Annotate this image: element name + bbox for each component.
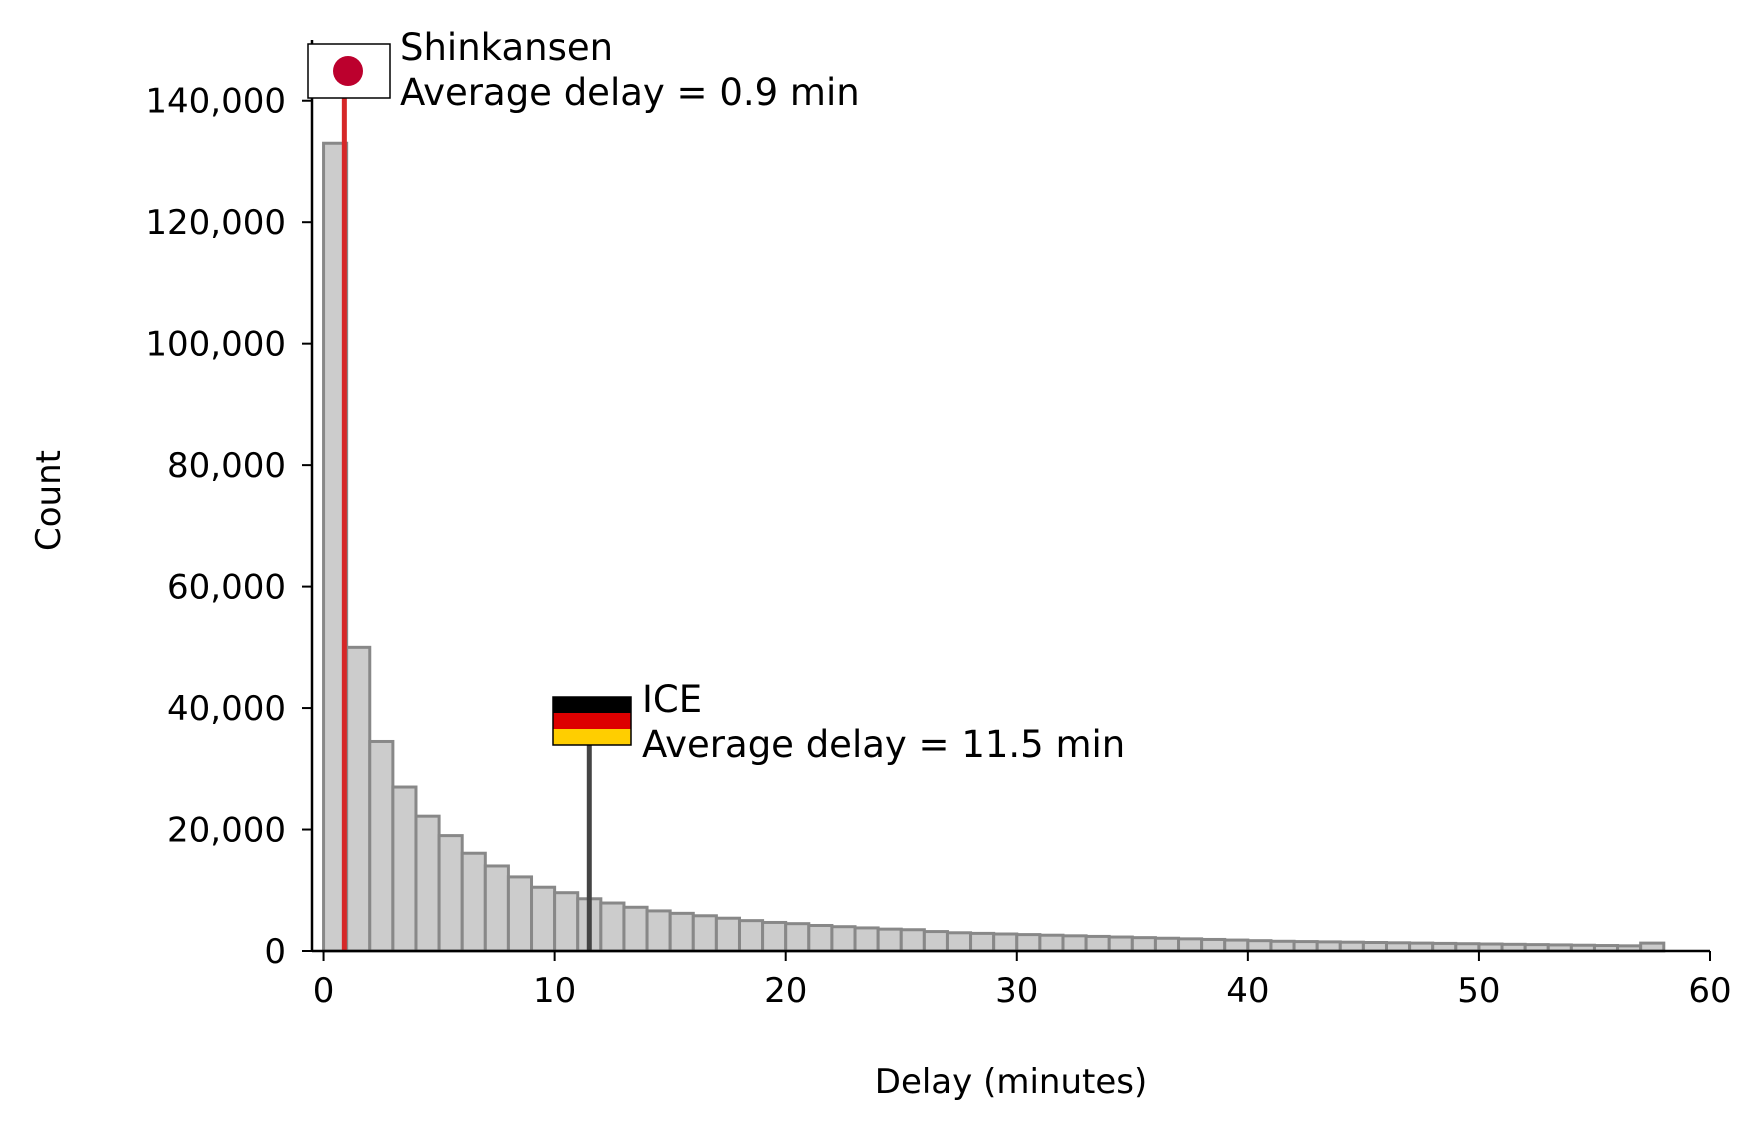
histogram-bar [437,834,464,953]
x-tick-label: 40 [1226,971,1269,1011]
histogram-bar [622,905,649,953]
histogram-bar [1315,940,1342,953]
histogram-bar [876,927,903,953]
histogram-bar [506,875,534,953]
histogram-bar [992,932,1019,953]
histogram-bar [1084,934,1111,953]
histogram-bar [737,919,765,953]
y-tick-label: 80,000 [167,446,286,486]
histogram-bar [1107,935,1134,953]
flags-layer [307,43,632,746]
y-tick-label: 40,000 [167,689,286,729]
histogram-bar [1177,937,1204,953]
histogram-bar [1223,938,1250,953]
histogram-bar [853,926,880,953]
ice-label: ICE [642,678,702,721]
histogram-bar [807,923,834,953]
x-axis-title: Delay (minutes) [875,1062,1147,1102]
histogram-bar [969,931,996,953]
shinkansen-label: Shinkansen [400,26,613,69]
histogram-bar [1361,940,1388,953]
x-tick-label: 50 [1457,971,1500,1011]
germany-flag-black-stripe [553,697,631,713]
shinkansen-average-label: Average delay = 0.9 min [400,71,860,114]
histogram-bar [368,739,395,953]
histogram-bar [899,928,926,953]
histogram-bar [345,645,372,953]
histogram-bar [668,911,695,953]
histogram-bar [483,864,510,953]
y-axis-title: Count [29,450,69,551]
histogram-bar [1200,937,1227,953]
histogram-bar [391,785,418,953]
ice-average-label: Average delay = 11.5 min [642,723,1125,766]
histogram-bar [1130,936,1157,953]
histogram-bar [414,814,441,953]
histogram-bar [1292,940,1319,953]
y-tick-label: 140,000 [145,82,286,122]
histogram-bar [1038,933,1065,953]
histogram-bar [714,916,741,953]
germany-flag-red-stripe [553,713,631,729]
y-tick-label: 0 [264,932,286,972]
histogram-bar [530,885,557,953]
histogram-bar [599,901,626,953]
histogram-bar [1338,940,1365,953]
y-tick-label: 60,000 [167,568,286,608]
bars-layer [322,141,1666,953]
y-tick-label: 20,000 [167,811,286,851]
histogram-bar [553,891,580,953]
histogram-bar [1015,933,1042,953]
histogram-bar [1246,939,1273,953]
histogram-bar [830,925,857,953]
axes-layer: 0 10 20 30 40 50 60 0 20,000 40,000 60,000 80,000 10… [29,40,1732,1102]
histogram-bar [945,931,973,953]
x-tick-label: 0 [313,971,335,1011]
x-tick-label: 30 [995,971,1038,1011]
histogram-bar [1269,939,1296,953]
y-tick-label: 120,000 [145,203,286,243]
histogram-bar [691,914,718,953]
histogram-bar [1061,934,1088,953]
histogram-bar [922,930,949,953]
histogram-bar [784,922,811,953]
x-tick-label: 60 [1688,971,1731,1011]
histogram-bar [645,909,672,953]
japan-flag-disc [333,56,363,86]
germany-flag-icon [552,696,632,746]
histogram-bar [1153,936,1181,953]
germany-flag-gold-stripe [553,729,631,745]
histogram-bar [460,851,487,953]
y-tick-label: 100,000 [145,325,286,365]
x-tick-label: 20 [764,971,807,1011]
annotation-lines-layer [341,92,592,951]
x-tick-label: 10 [533,971,576,1011]
histogram-bar [761,920,788,953]
